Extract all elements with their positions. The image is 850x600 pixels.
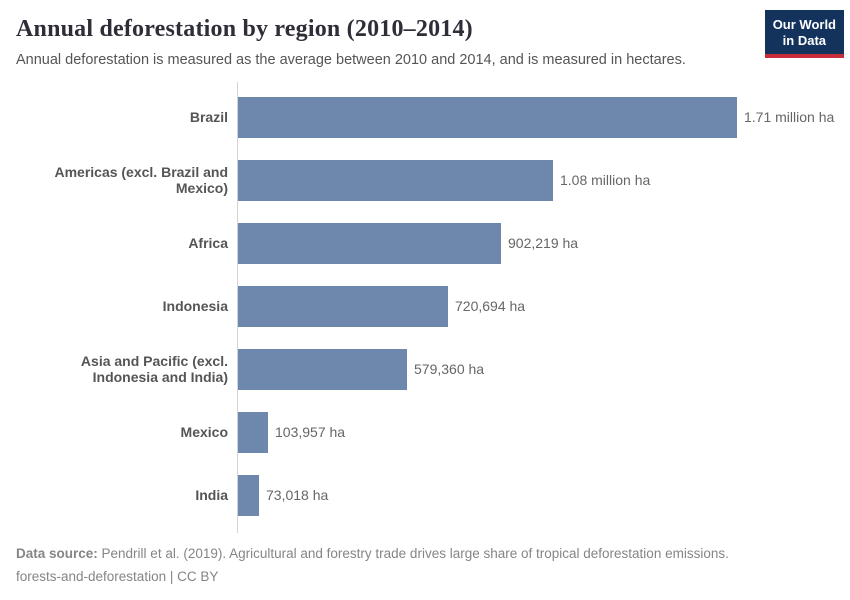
owid-logo-line2: in Data [782,32,827,48]
bar-area: 579,360 ha [237,338,850,401]
footer-source-label: Data source: [16,546,98,562]
bar-africa[interactable] [238,222,501,264]
value-label: 1.08 million ha [560,172,651,189]
header-text: Annual deforestation by region (2010–201… [16,14,686,70]
bar-brazil[interactable] [238,96,737,138]
chart-row: Mexico 103,957 ha [16,401,850,464]
footer-source-line: Data source: Pendrill et al. (2019). Agr… [16,543,834,565]
category-label: Mexico [180,424,228,441]
footer-source-text: Pendrill et al. (2019). Agricultural and… [97,546,729,562]
bar-indonesia[interactable] [238,285,448,327]
chart-row: Brazil 1.71 million ha [16,86,850,149]
owid-logo-line1: Our World [772,17,836,32]
bar-india[interactable] [238,474,259,516]
chart-row: Africa 902,219 ha [16,212,850,275]
bar-area: 902,219 ha [237,212,850,275]
chart-title: Annual deforestation by region (2010–201… [16,16,473,42]
bar-area: 720,694 ha [237,275,850,338]
bar-area: 73,018 ha [237,464,850,527]
category-label: Brazil [189,109,228,126]
value-label: 720,694 ha [455,298,526,315]
value-label: 103,957 ha [275,424,346,441]
chart-row: India 73,018 ha [16,464,850,527]
bar-mexico[interactable] [238,411,268,453]
category-label: Indonesia [162,298,228,315]
value-label: 579,360 ha [414,361,485,378]
owid-logo[interactable]: Our World in Data [764,10,844,59]
value-label: 73,018 ha [266,487,329,504]
chart-header: Annual deforestation by region (2010–201… [0,0,850,70]
bar-asia-and-pacific-excl-indonesia-and-india[interactable] [238,348,407,390]
chart-footer: Data source: Pendrill et al. (2019). Agr… [16,543,834,588]
bar-area: 1.71 million ha [237,86,850,149]
category-label: Africa [188,235,228,252]
chart-row: Americas (excl. Brazil and Mexico) 1.08 m… [16,149,850,212]
y-axis-line [237,81,238,533]
category-label: Asia and Pacific (excl. Indonesia and In… [80,353,228,386]
value-label: 1.71 million ha [744,109,835,126]
category-label: India [195,487,228,504]
chart-subtitle: Annual deforestation is measured as the … [16,52,686,68]
category-label: Americas (excl. Brazil and Mexico) [54,164,228,197]
bar-chart: Brazil 1.71 million ha Americas (excl. Bra… [16,81,850,533]
bar-americas-excl-brazil-and-mexico[interactable] [238,159,553,201]
bar-area: 103,957 ha [237,401,850,464]
bar-area: 1.08 million ha [237,149,850,212]
chart-row: Asia and Pacific (excl. Indonesia and In… [16,338,850,401]
footer-license-line[interactable]: forests-and-deforestation | CC BY [16,568,219,584]
chart-row: Indonesia 720,694 ha [16,275,850,338]
value-label: 902,219 ha [508,235,579,252]
